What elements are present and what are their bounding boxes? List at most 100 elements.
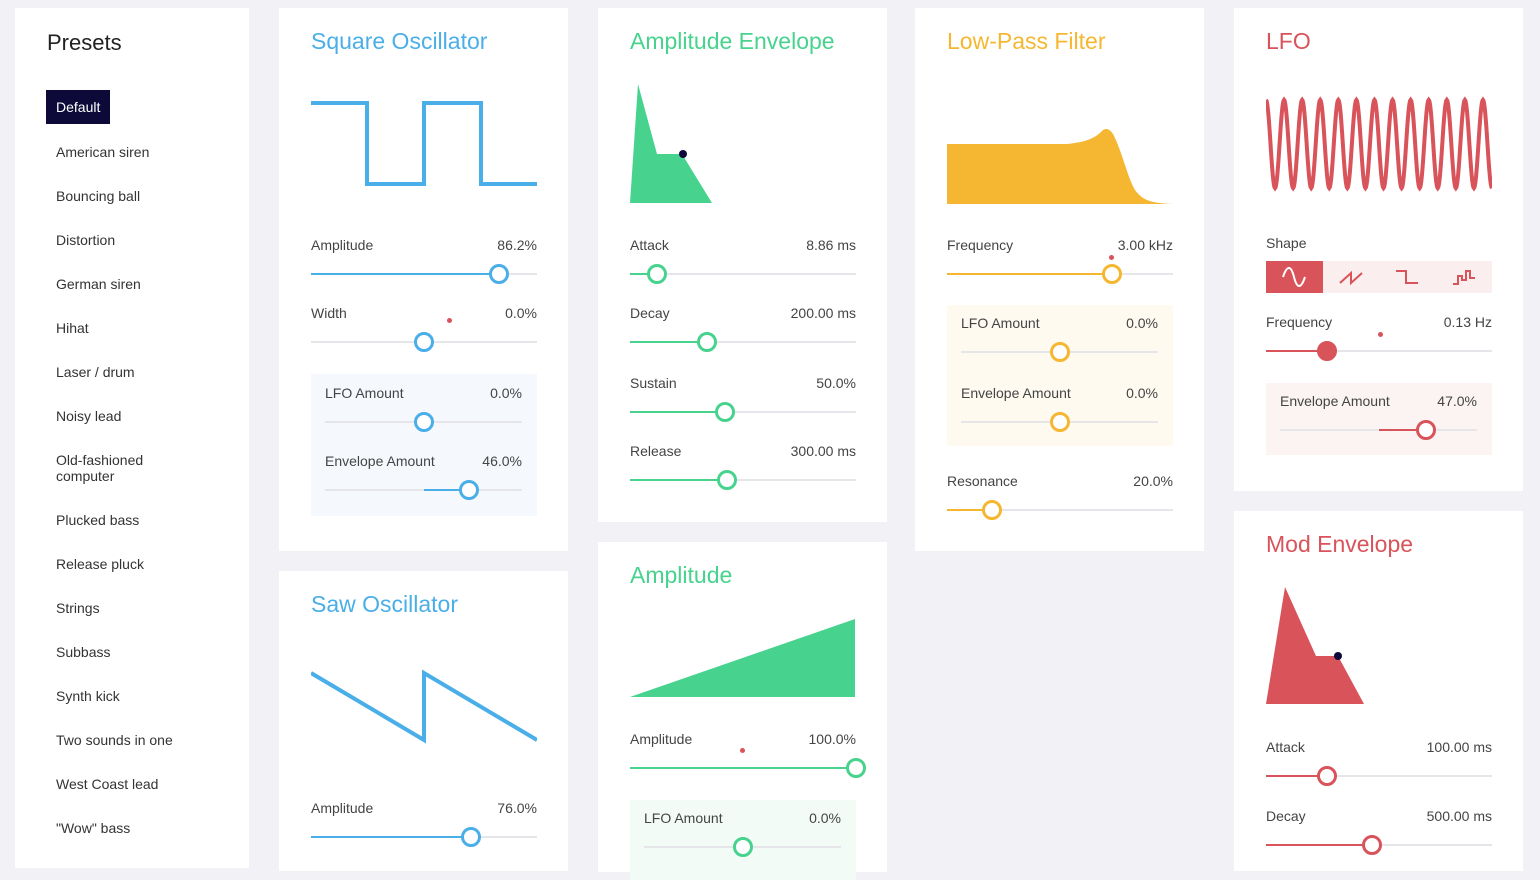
preset-two-sounds-in-one[interactable]: Two sounds in one: [56, 732, 173, 748]
panel-title: Amplitude: [630, 562, 733, 588]
slider-label: Envelope Amount: [325, 453, 435, 469]
slider-track[interactable]: [1266, 835, 1492, 855]
slider-knob[interactable]: [1049, 342, 1070, 362]
slider-knob[interactable]: [413, 412, 434, 432]
shape-button-sine[interactable]: [1266, 261, 1323, 293]
slider-track[interactable]: [311, 827, 537, 847]
slider-knob[interactable]: [488, 264, 509, 284]
slider-knob[interactable]: [1317, 766, 1338, 786]
preset-subbass[interactable]: Subbass: [56, 644, 111, 660]
slider-value: 0.0%: [1126, 315, 1158, 331]
filter-response-display: [947, 129, 1173, 204]
slider-knob[interactable]: [458, 480, 479, 500]
shape-button-square[interactable]: [1379, 261, 1436, 293]
slider-fill: [423, 489, 469, 491]
slider-track[interactable]: [630, 402, 856, 422]
amplitude-slider-row: Amplitude 86.2%: [311, 237, 537, 287]
slider-value: 0.0%: [490, 385, 522, 401]
shape-button-saw[interactable]: [1322, 261, 1379, 293]
preset-list: Default American siren Bouncing ball Dis…: [46, 90, 246, 854]
slider-knob[interactable]: [717, 470, 738, 490]
slider-label: Attack: [630, 237, 669, 253]
slider-value: 8.86 ms: [806, 237, 856, 253]
preset-plucked-bass[interactable]: Plucked bass: [56, 512, 140, 528]
slider-knob[interactable]: [1317, 341, 1338, 361]
slider-track[interactable]: [644, 837, 841, 857]
amplitude-slider-row: Amplitude 76.0%: [311, 800, 537, 850]
slider-knob[interactable]: [982, 500, 1003, 520]
slider-track[interactable]: [947, 264, 1173, 284]
slider-label: Amplitude: [311, 237, 374, 253]
slider-fill: [630, 411, 725, 413]
preset-release-pluck[interactable]: Release pluck: [56, 556, 144, 572]
slider-value: 46.0%: [482, 453, 522, 469]
slider-track[interactable]: [311, 264, 537, 284]
preset-german-siren[interactable]: German siren: [56, 276, 141, 292]
slider-knob[interactable]: [1101, 264, 1122, 284]
preset-laser-drum[interactable]: Laser / drum: [56, 364, 135, 380]
frequency-slider-row: Frequency 0.13 Hz: [1266, 314, 1492, 364]
slider-value: 20.0%: [1133, 473, 1173, 489]
modulation-section: LFO Amount 0.0%: [630, 800, 856, 880]
slider-track[interactable]: [630, 758, 866, 778]
preset-american-siren[interactable]: American siren: [56, 144, 150, 160]
slider-track[interactable]: [961, 412, 1158, 432]
slider-knob[interactable]: [696, 332, 717, 352]
preset-wow-bass[interactable]: "Wow" bass: [56, 820, 131, 836]
lfo-wave-display: [1266, 96, 1492, 192]
presets-title: Presets: [47, 30, 122, 55]
slider-track[interactable]: [630, 470, 856, 490]
slider-value: 100.00 ms: [1426, 739, 1492, 755]
slider-knob[interactable]: [461, 827, 482, 847]
slider-track[interactable]: [1266, 341, 1492, 361]
slider-value: 0.0%: [1126, 385, 1158, 401]
slider-label: Release: [630, 443, 682, 459]
preset-hihat[interactable]: Hihat: [56, 320, 89, 336]
envelope-amount-slider-row: Envelope Amount 47.0%: [1280, 393, 1477, 443]
slider-value: 3.00 kHz: [1117, 237, 1173, 253]
slider-track[interactable]: [1266, 766, 1492, 786]
slider-value: 47.0%: [1437, 393, 1477, 409]
slider-track[interactable]: [947, 500, 1173, 520]
slider-fill: [1266, 844, 1373, 846]
lfo-panel: LFO Shape Frequency 0.13 Hz Envelope Amo…: [1234, 8, 1523, 491]
slider-knob[interactable]: [1049, 412, 1070, 432]
slider-fill: [630, 341, 707, 343]
preset-bouncing-ball[interactable]: Bouncing ball: [56, 188, 141, 204]
slider-knob[interactable]: [714, 402, 735, 422]
slider-knob[interactable]: [1362, 835, 1383, 855]
square-oscillator-panel: Square Oscillator Amplitude 86.2% Width …: [279, 8, 568, 551]
slider-knob[interactable]: [414, 332, 434, 352]
preset-default[interactable]: Default: [46, 90, 246, 134]
slider-track[interactable]: [325, 480, 522, 500]
sine-icon: [1282, 267, 1307, 287]
low-pass-filter-panel: Low-Pass Filter Frequency 3.00 kHz LFO A…: [915, 8, 1204, 551]
slider-value: 0.13 Hz: [1443, 314, 1492, 330]
slider-fill: [630, 479, 728, 481]
modulation-dot: [740, 748, 745, 753]
slider-track[interactable]: [325, 412, 522, 432]
amplitude-display: [630, 619, 855, 697]
slider-track[interactable]: [1280, 420, 1477, 440]
shape-button-random[interactable]: [1435, 261, 1492, 293]
slider-knob[interactable]: [647, 264, 668, 284]
preset-strings[interactable]: Strings: [56, 600, 100, 616]
slider-track[interactable]: [630, 332, 856, 352]
slider-track[interactable]: [311, 332, 537, 352]
slider-knob[interactable]: [1415, 420, 1436, 440]
decay-slider-row: Decay 200.00 ms: [630, 305, 856, 355]
preset-synth-kick[interactable]: Synth kick: [56, 688, 120, 704]
modulation-dot: [1378, 332, 1383, 337]
slider-knob[interactable]: [732, 837, 753, 857]
preset-distortion[interactable]: Distortion: [56, 232, 116, 248]
slider-track[interactable]: [961, 342, 1158, 362]
preset-noisy-lead[interactable]: Noisy lead: [56, 408, 122, 424]
preset-old-fashioned-computer[interactable]: Old-fashioned computer: [56, 452, 144, 485]
slider-value: 0.0%: [505, 305, 537, 321]
slider-track[interactable]: [630, 264, 856, 284]
modulation-dot: [1109, 255, 1114, 260]
preset-west-coast-lead[interactable]: West Coast lead: [56, 776, 159, 792]
mod-envelope-panel: Mod Envelope Attack 100.00 ms Decay 500.…: [1234, 511, 1523, 871]
slider-fill: [1266, 350, 1328, 352]
slider-knob[interactable]: [846, 758, 866, 778]
